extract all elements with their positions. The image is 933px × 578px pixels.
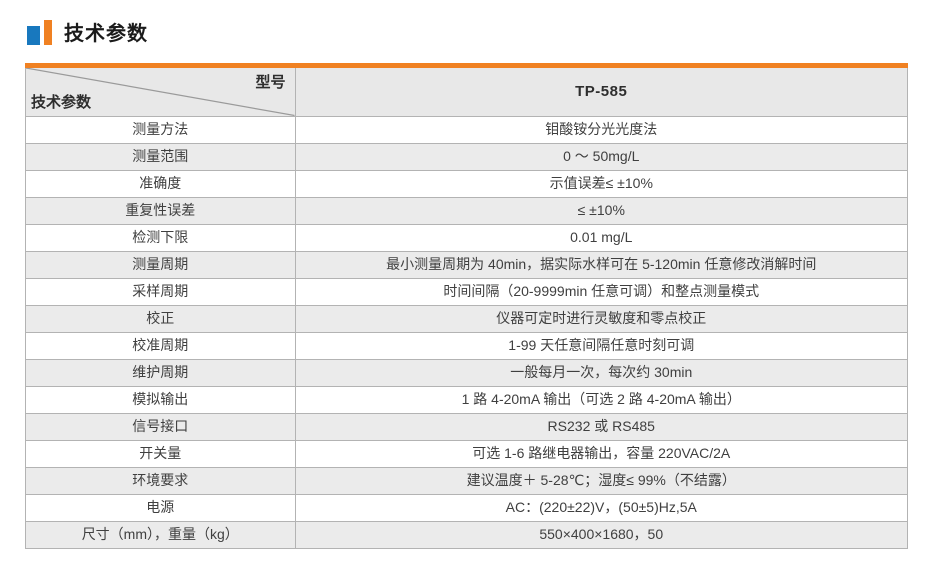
table-row: 环境要求 建议温度＋ 5-28℃；湿度≤ 99%（不结露）	[26, 466, 907, 494]
table-row: 校准周期 1-99 天任意间隔任意时刻可调	[26, 331, 907, 359]
table-row: 测量周期 最小测量周期为 40min，据实际水样可在 5-120min 任意修改消…	[26, 250, 907, 278]
parameter-value-cell: 0.01 mg/L	[295, 223, 907, 251]
table-row: 测量范围 0 ～ 50mg/L	[26, 142, 907, 170]
table-row: 维护周期 一般每月一次，每次约 30min	[26, 358, 907, 386]
table-row: 校正 仪器可定时进行灵敏度和零点校正	[26, 304, 907, 332]
parameter-label-cell: 电源	[26, 493, 296, 521]
table-row: 模拟输出 1 路 4-20mA 输出（可选 2 路 4-20mA 输出）	[26, 385, 907, 413]
parameter-value-cell: 可选 1-6 路继电器输出，容量 220VAC/2A	[295, 439, 907, 467]
table-row: 准确度 示值误差≤ ±10%	[26, 169, 907, 197]
table-header-row: 型号 技术参数 TP-585	[26, 68, 907, 116]
parameter-label-cell: 维护周期	[26, 358, 296, 386]
spec-table-container: 型号 技术参数 TP-585 测量方法 钼酸铵分光光度法 测量范围 0 ～ 50mg/…	[25, 63, 908, 549]
table-row: 采样周期 时间间隔（20-9999min 任意可调）和整点测量模式	[26, 277, 907, 305]
table-row: 电源 AC：(220±22)V，(50±5)Hz,5A	[26, 493, 907, 521]
parameter-label-cell: 重复性误差	[26, 196, 296, 224]
parameter-value-cell: AC：(220±22)V，(50±5)Hz,5A	[295, 493, 907, 521]
spec-table-body: 测量方法 钼酸铵分光光度法 测量范围 0 ～ 50mg/L 准确度 示值误差≤ ±10% 重…	[26, 115, 907, 548]
corner-header-cell: 型号 技术参数	[26, 68, 296, 116]
parameter-value-cell: 最小测量周期为 40min，据实际水样可在 5-120min 任意修改消解时间	[295, 250, 907, 278]
parameter-label-cell: 检测下限	[26, 223, 296, 251]
parameter-value-cell: 1 路 4-20mA 输出（可选 2 路 4-20mA 输出）	[295, 385, 907, 413]
parameter-label-cell: 模拟输出	[26, 385, 296, 413]
parameter-label-cell: 测量范围	[26, 142, 296, 170]
parameter-label-cell: 测量方法	[26, 115, 296, 143]
table-row: 信号接口 RS232 或 RS485	[26, 412, 907, 440]
parameter-label-cell: 采样周期	[26, 277, 296, 305]
table-row: 重复性误差 ≤ ±10%	[26, 196, 907, 224]
parameter-label-cell: 信号接口	[26, 412, 296, 440]
corner-label-parameters: 技术参数	[31, 93, 92, 111]
parameter-value-cell: RS232 或 RS485	[295, 412, 907, 440]
table-row: 尺寸（mm），重量（kg） 550×400×1680，50	[26, 520, 907, 548]
parameter-value-cell: 建议温度＋ 5-28℃；湿度≤ 99%（不结露）	[295, 466, 907, 494]
parameter-label-cell: 开关量	[26, 439, 296, 467]
table-accent-bar	[25, 63, 908, 68]
model-header-cell: TP-585	[295, 68, 907, 116]
parameter-value-cell: 一般每月一次，每次约 30min	[295, 358, 907, 386]
diagonal-divider	[26, 68, 295, 116]
parameter-value-cell: 仪器可定时进行灵敏度和零点校正	[295, 304, 907, 332]
parameter-value-cell: 时间间隔（20-9999min 任意可调）和整点测量模式	[295, 277, 907, 305]
table-row: 检测下限 0.01 mg/L	[26, 223, 907, 251]
parameter-label-cell: 测量周期	[26, 250, 296, 278]
corner-label-model: 型号	[255, 74, 286, 91]
parameter-value-cell: 示值误差≤ ±10%	[295, 169, 907, 197]
table-row: 开关量 可选 1-6 路继电器输出，容量 220VAC/2A	[26, 439, 907, 467]
parameter-label-cell: 校正	[26, 304, 296, 332]
parameter-value-cell: 1-99 天任意间隔任意时刻可调	[295, 331, 907, 359]
parameter-label-cell: 准确度	[26, 169, 296, 197]
section-title-icon	[27, 20, 52, 45]
section-header: 技术参数	[27, 19, 933, 45]
spec-table: 型号 技术参数 TP-585 测量方法 钼酸铵分光光度法 测量范围 0 ～ 50mg/…	[26, 68, 907, 548]
parameter-value-cell: 550×400×1680，50	[295, 520, 907, 548]
parameter-value-cell: 0 ～ 50mg/L	[295, 142, 907, 170]
parameter-label-cell: 环境要求	[26, 466, 296, 494]
table-row: 测量方法 钼酸铵分光光度法	[26, 115, 907, 143]
section-title: 技术参数	[64, 23, 148, 45]
parameter-value-cell: 钼酸铵分光光度法	[295, 115, 907, 143]
blue-bar-icon	[27, 26, 40, 45]
parameter-label-cell: 尺寸（mm），重量（kg）	[26, 520, 296, 548]
orange-bar-icon	[44, 20, 52, 45]
parameter-value-cell: ≤ ±10%	[295, 196, 907, 224]
parameter-label-cell: 校准周期	[26, 331, 296, 359]
